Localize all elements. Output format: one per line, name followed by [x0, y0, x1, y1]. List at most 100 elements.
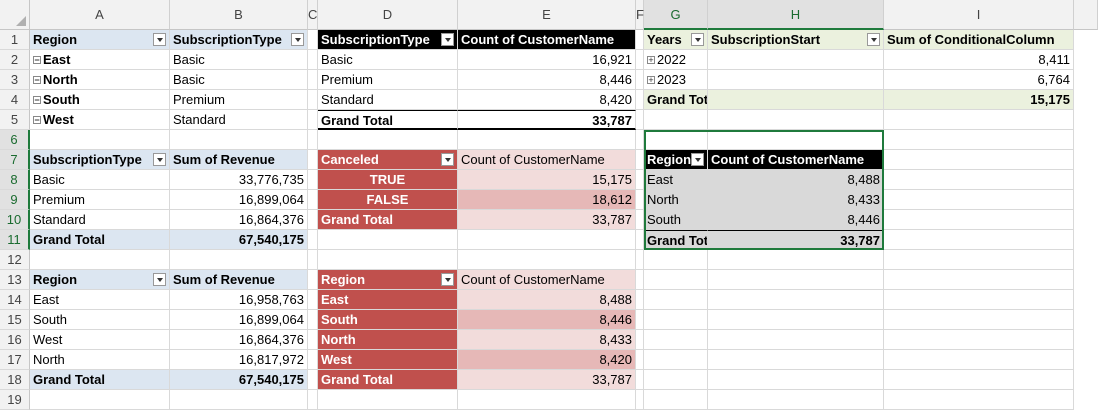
pivot-row-label[interactable]: North — [644, 190, 708, 210]
pivot-row-label[interactable]: East — [318, 290, 458, 310]
pivot-row-label[interactable]: South — [318, 310, 458, 330]
grid-cell[interactable] — [636, 190, 644, 210]
grid-cell[interactable] — [644, 130, 708, 150]
grid-cell[interactable] — [636, 370, 644, 390]
pivot-header[interactable]: Years — [644, 30, 708, 50]
grid-cell[interactable] — [318, 230, 458, 250]
column-header-d[interactable]: D — [318, 0, 458, 30]
grid-cell[interactable] — [308, 310, 318, 330]
row-header-13[interactable]: 13 — [0, 270, 30, 290]
row-header-2[interactable]: 2 — [0, 50, 30, 70]
pivot-header[interactable]: Region — [318, 270, 458, 290]
pivot-row-label[interactable]: Standard — [30, 210, 170, 230]
pivot-total-value[interactable]: 33,787 — [708, 230, 884, 250]
grid-cell[interactable] — [708, 270, 884, 290]
grid-cell[interactable] — [644, 390, 708, 410]
grid-cell[interactable] — [308, 390, 318, 410]
filter-dropdown-icon[interactable] — [153, 153, 166, 166]
column-header-a[interactable]: A — [30, 0, 170, 30]
pivot-row-label[interactable]: − North — [30, 70, 170, 90]
pivot-cell[interactable]: Basic — [170, 50, 308, 70]
grid-cell[interactable] — [884, 390, 1074, 410]
collapse-icon[interactable]: − — [33, 115, 41, 125]
grid-cell[interactable] — [636, 230, 644, 250]
pivot-row-label[interactable]: West — [318, 350, 458, 370]
filter-dropdown-icon[interactable] — [691, 153, 704, 166]
pivot-row-label[interactable]: East — [644, 170, 708, 190]
grid-cell[interactable] — [308, 70, 318, 90]
pivot-row-label[interactable]: +2023 — [644, 70, 708, 90]
grid-cell[interactable] — [308, 350, 318, 370]
grid-cell[interactable] — [458, 250, 636, 270]
grid-cell[interactable] — [884, 270, 1074, 290]
row-header-14[interactable]: 14 — [0, 290, 30, 310]
grid-cell[interactable] — [636, 50, 644, 70]
grid-cell[interactable] — [636, 350, 644, 370]
collapse-icon[interactable]: − — [33, 95, 41, 105]
grid-cell[interactable] — [636, 130, 644, 150]
pivot-row-label[interactable]: Basic — [30, 170, 170, 190]
pivot-value[interactable]: 16,817,972 — [170, 350, 308, 370]
pivot-row-label[interactable]: East — [30, 290, 170, 310]
filter-dropdown-icon[interactable] — [691, 33, 704, 46]
grid-cell[interactable] — [636, 330, 644, 350]
grid-cell[interactable] — [636, 170, 644, 190]
pivot-total-label[interactable]: Grand Total — [318, 370, 458, 390]
grid-cell[interactable] — [30, 390, 170, 410]
grid-cell[interactable] — [308, 270, 318, 290]
grid-cell[interactable] — [308, 130, 318, 150]
grid-cell[interactable] — [308, 110, 318, 130]
grid-cell[interactable] — [884, 150, 1074, 170]
pivot-value[interactable]: 8,446 — [708, 210, 884, 230]
pivot-value[interactable]: 16,899,064 — [170, 310, 308, 330]
grid-cell[interactable] — [708, 350, 884, 370]
row-header-1[interactable]: 1 — [0, 30, 30, 50]
pivot-header[interactable]: Region — [30, 270, 170, 290]
grid-cell[interactable] — [636, 250, 644, 270]
pivot-row-label[interactable]: +2022 — [644, 50, 708, 70]
grid-cell[interactable] — [308, 290, 318, 310]
pivot-cell[interactable] — [708, 50, 884, 70]
grid-cell[interactable] — [644, 110, 708, 130]
expand-icon[interactable]: + — [647, 55, 655, 65]
filter-dropdown-icon[interactable] — [441, 153, 454, 166]
column-header-h[interactable]: H — [708, 0, 884, 30]
pivot-row-label[interactable]: Standard — [318, 90, 458, 110]
grid-cell[interactable] — [170, 390, 308, 410]
pivot-row-label[interactable]: North — [318, 330, 458, 350]
pivot-header[interactable]: Region — [30, 30, 170, 50]
pivot-value[interactable]: 8,420 — [458, 350, 636, 370]
grid-cell[interactable] — [308, 190, 318, 210]
pivot-header[interactable]: Count of CustomerName — [458, 30, 636, 50]
pivot-header[interactable]: Count of CustomerName — [708, 150, 884, 170]
grid-cell[interactable] — [636, 30, 644, 50]
grid-cell[interactable] — [308, 250, 318, 270]
filter-dropdown-icon[interactable] — [291, 33, 304, 46]
row-header-17[interactable]: 17 — [0, 350, 30, 370]
row-header-11[interactable]: 11 — [0, 230, 30, 250]
pivot-value[interactable]: 8,420 — [458, 90, 636, 110]
pivot-value[interactable]: 8,488 — [708, 170, 884, 190]
row-header-15[interactable]: 15 — [0, 310, 30, 330]
row-header-9[interactable]: 9 — [0, 190, 30, 210]
pivot-value[interactable]: 16,958,763 — [170, 290, 308, 310]
collapse-icon[interactable]: − — [33, 55, 41, 65]
pivot-cell[interactable] — [708, 70, 884, 90]
grid-cell[interactable] — [308, 150, 318, 170]
pivot-total-value[interactable]: 67,540,175 — [170, 230, 308, 250]
grid-cell[interactable] — [708, 330, 884, 350]
pivot-header[interactable]: Count of CustomerName — [458, 270, 636, 290]
grid-cell[interactable] — [170, 250, 308, 270]
pivot-total-label[interactable]: Grand Tot — [644, 230, 708, 250]
grid-cell[interactable] — [318, 390, 458, 410]
pivot-total-label[interactable]: Grand Total — [30, 370, 170, 390]
grid-cell[interactable] — [636, 290, 644, 310]
pivot-value[interactable]: 16,899,064 — [170, 190, 308, 210]
pivot-value[interactable]: 16,921 — [458, 50, 636, 70]
grid-cell[interactable] — [636, 310, 644, 330]
grid-cell[interactable] — [708, 370, 884, 390]
grid-cell[interactable] — [308, 90, 318, 110]
row-header-12[interactable]: 12 — [0, 250, 30, 270]
pivot-row-label[interactable]: Premium — [30, 190, 170, 210]
